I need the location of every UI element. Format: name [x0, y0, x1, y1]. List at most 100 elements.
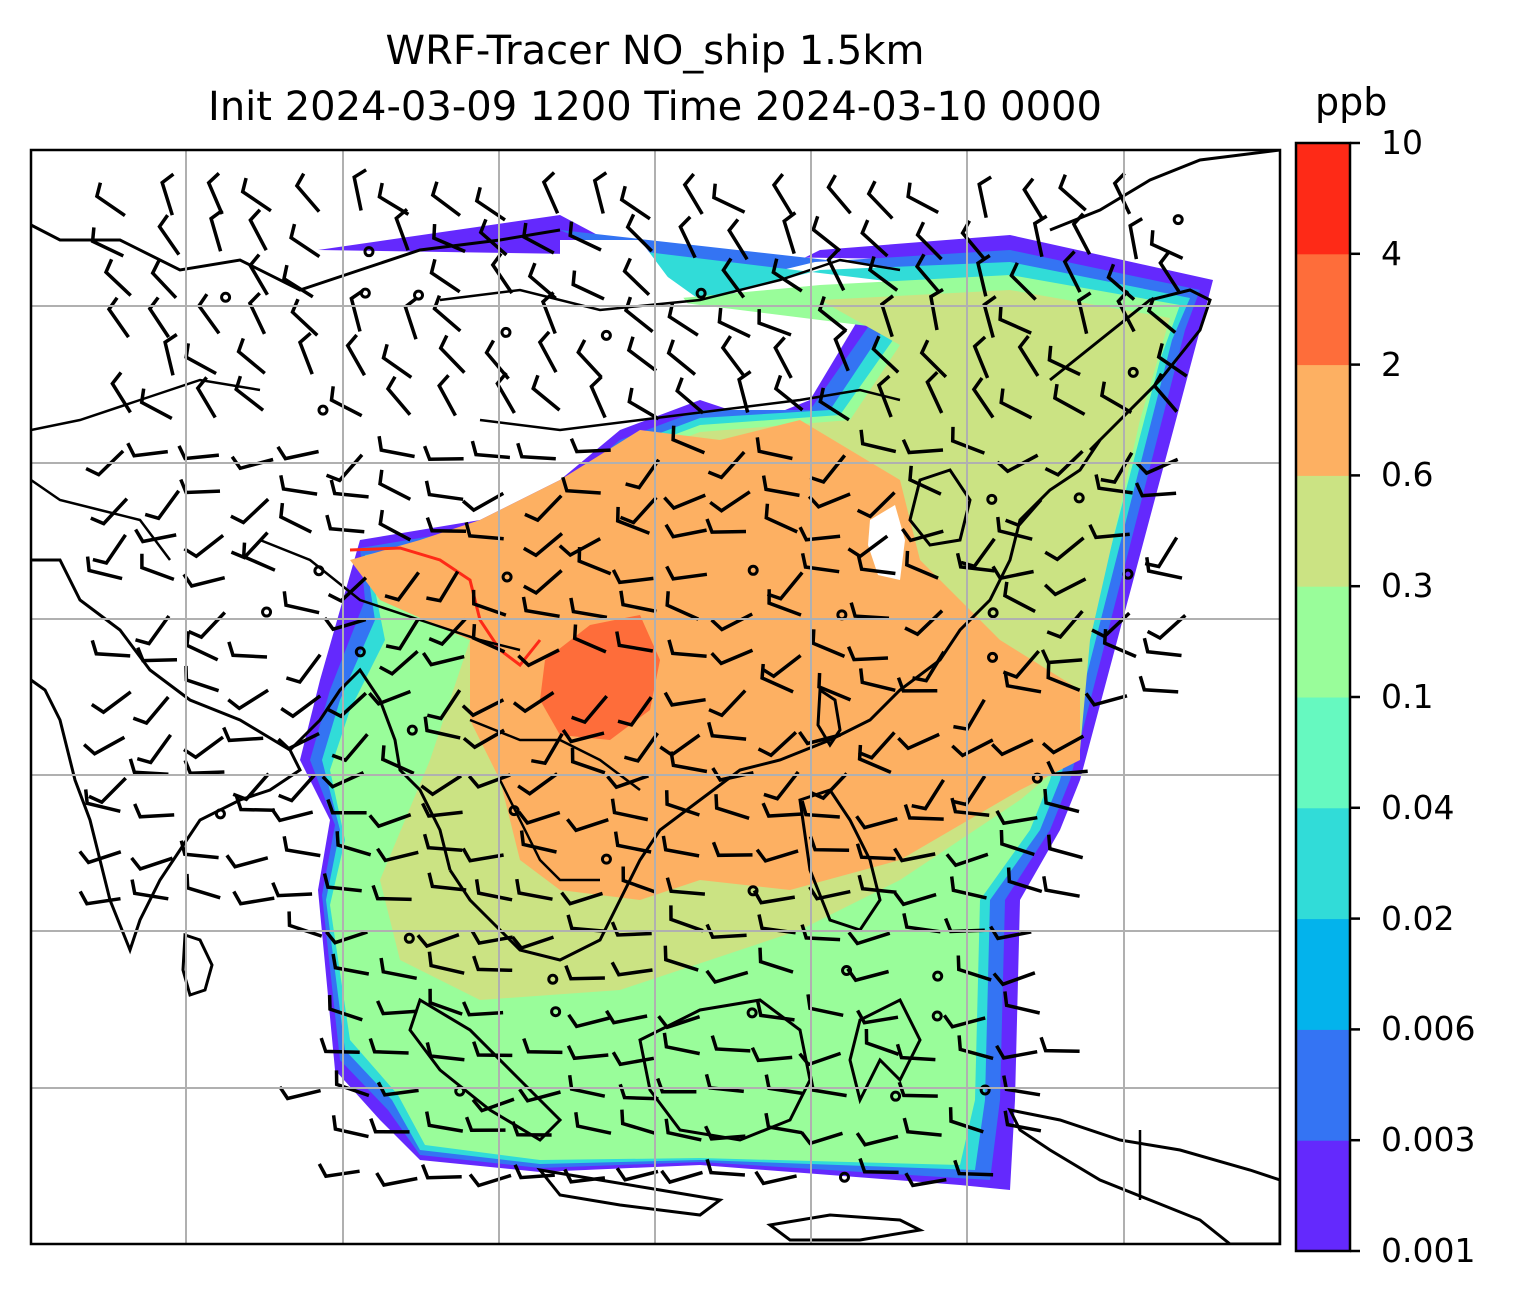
wind-barb [139, 388, 173, 420]
border-mongolia-russia [439, 258, 901, 312]
wind-barb [764, 1112, 803, 1135]
calm-wind-marker [363, 246, 375, 258]
wind-barb [531, 374, 561, 412]
wind-barb [110, 371, 132, 414]
wind-barb [710, 1035, 751, 1053]
wind-barb [623, 732, 660, 763]
wind-barb [1006, 867, 1043, 894]
wind-barb [660, 1169, 703, 1185]
wind-barb [437, 374, 457, 417]
wind-barb [950, 797, 990, 818]
calm-wind-marker [932, 970, 944, 982]
wind-barb [471, 589, 507, 617]
wind-barb [1062, 250, 1082, 293]
wind-barb [996, 516, 1033, 541]
wind-barb [1002, 1075, 1041, 1097]
wind-barb [710, 648, 754, 666]
wind-barb [919, 339, 948, 379]
wind-barb [833, 328, 850, 372]
wind-barb [610, 798, 649, 822]
wind-barb [430, 181, 462, 217]
wind-barb [996, 453, 1039, 474]
calm-wind-marker [841, 965, 853, 977]
wind-barb [537, 330, 558, 374]
wind-barb [971, 376, 995, 419]
wind-barb [948, 1107, 984, 1134]
wind-barb [297, 331, 314, 375]
wind-barb [385, 618, 420, 651]
wind-barb [183, 534, 225, 559]
colorbar-segment [1296, 1140, 1350, 1252]
wind-barb [530, 732, 564, 766]
coast-bay-of-bengal [288, 667, 452, 871]
wind-barb [667, 302, 699, 337]
wind-barb [611, 1051, 655, 1067]
wind-barb [908, 465, 942, 496]
coast-new-guinea [1007, 1107, 1280, 1244]
wind-barb [1009, 262, 1037, 301]
wind-barb [798, 1051, 842, 1067]
wind-barb [519, 830, 557, 854]
wind-barb [900, 527, 944, 543]
wind-barb [368, 813, 412, 829]
wind-barb [227, 688, 270, 711]
coast-japan [1049, 288, 1212, 452]
border-pakistan [31, 478, 171, 561]
wind-barb [760, 663, 794, 694]
wind-barb [901, 438, 944, 455]
wind-barb [664, 523, 707, 539]
wind-barb [282, 835, 321, 858]
wind-barb [427, 872, 467, 892]
wind-barb [619, 185, 651, 221]
wind-barb [427, 951, 465, 975]
wind-barb [757, 309, 792, 337]
wind-barb [664, 790, 700, 817]
wind-barb [856, 555, 896, 576]
wind-barb [928, 287, 944, 331]
wind-barb [474, 879, 513, 902]
wind-barb [957, 1035, 994, 1061]
wind-barb [132, 695, 170, 726]
wind-barb [1138, 675, 1179, 694]
wind-barb [289, 223, 321, 259]
wind-barb [800, 800, 840, 819]
wind-barb [758, 947, 794, 974]
wind-barb [461, 847, 504, 863]
wind-barb [522, 1038, 563, 1055]
wind-barb [423, 716, 461, 740]
colorbar-tick-label: 0.003 [1381, 1120, 1476, 1160]
wind-barb [326, 798, 367, 815]
wind-barb [230, 497, 270, 525]
wind-barb [209, 208, 224, 252]
wind-barb [826, 174, 852, 215]
wind-barb [478, 218, 508, 257]
colorbar-segment [1296, 253, 1350, 366]
wind-barb [521, 222, 555, 255]
wind-barb [711, 841, 753, 858]
coast-sulawesi [848, 997, 922, 1105]
wind-barb [130, 879, 169, 901]
wind-barb [1041, 734, 1085, 755]
wind-barb [376, 1081, 419, 1097]
wind-barb [956, 955, 992, 982]
wind-barb [184, 665, 220, 693]
wind-barb [379, 957, 418, 981]
wind-barb [625, 458, 661, 490]
wind-barb [707, 721, 747, 741]
wind-barb [522, 569, 563, 596]
wind-barb [468, 1173, 512, 1188]
wind-barb [461, 1001, 504, 1017]
coast-korea [908, 468, 972, 547]
wind-barb [656, 1077, 697, 1094]
wind-barb [540, 291, 557, 335]
wind-barb [564, 964, 605, 981]
wind-barb [421, 652, 465, 667]
wind-barb [720, 335, 745, 377]
wind-barb [248, 208, 268, 252]
wind-barb [321, 771, 365, 789]
calm-wind-marker [214, 808, 226, 820]
wind-barb [620, 1109, 656, 1135]
wind-barb [669, 905, 704, 933]
wind-barb [663, 945, 699, 972]
calm-wind-marker [600, 329, 612, 341]
